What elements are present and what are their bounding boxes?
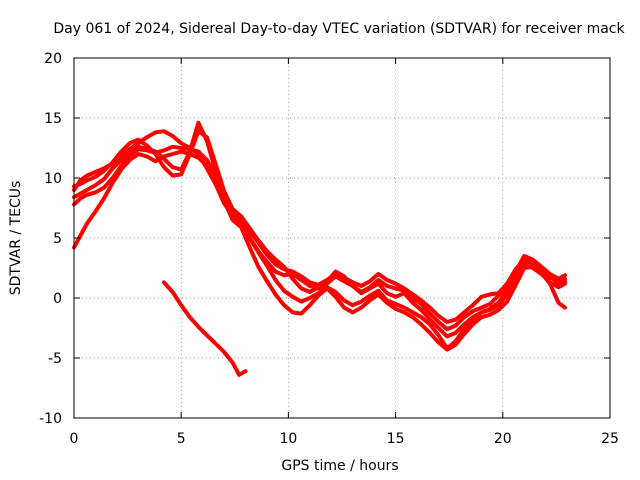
x-tick-labels: 0 5 10 15 20 25 — [70, 431, 619, 447]
x-tick-label: 10 — [279, 431, 297, 447]
chart-title: Day 061 of 2024, Sidereal Day-to-day VTE… — [53, 21, 625, 37]
y-tick-label: -10 — [39, 411, 62, 427]
y-tick-label: 10 — [44, 171, 62, 187]
tick-marks — [73, 57, 611, 419]
x-tick-label: 20 — [494, 431, 512, 447]
y-tick-label: 5 — [53, 231, 62, 247]
x-tick-label: 25 — [601, 431, 619, 447]
x-tick-label: 5 — [177, 431, 186, 447]
x-axis-label: GPS time / hours — [281, 458, 398, 474]
series-layer — [72, 120, 567, 377]
y-tick-label: 20 — [44, 51, 62, 67]
x-tick-label: 15 — [387, 431, 405, 447]
y-tick-label: 15 — [44, 111, 62, 127]
y-axis-label: SDTVAR / TECUs — [8, 181, 24, 296]
y-tick-label: 0 — [53, 291, 62, 307]
y-tick-label: -5 — [48, 351, 62, 367]
series-arc-5 — [72, 120, 567, 352]
x-tick-label: 0 — [70, 431, 79, 447]
series-arc-6 — [162, 280, 248, 377]
y-tick-labels: -10 -5 0 5 10 15 20 — [39, 51, 62, 427]
